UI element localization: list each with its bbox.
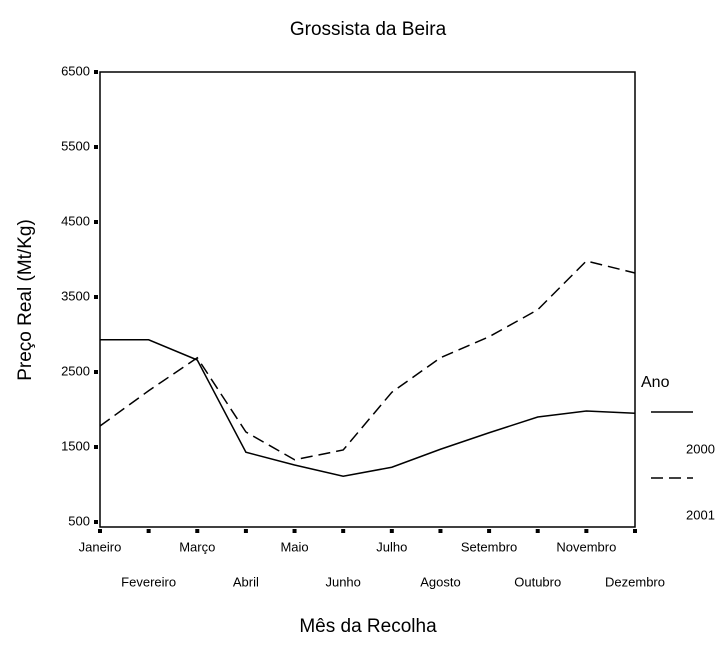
x-tick-label: Março xyxy=(179,539,215,554)
y-axis-label: Preço Real (Mt/Kg) xyxy=(15,219,36,381)
x-tick-mark xyxy=(633,529,637,533)
y-tick-mark xyxy=(94,445,98,449)
y-tick-mark xyxy=(94,220,98,224)
y-tick-label: 1500 xyxy=(61,438,90,453)
x-tick-mark xyxy=(146,529,151,533)
y-tick-label: 5500 xyxy=(61,138,90,153)
x-tick-label: Julho xyxy=(376,539,407,554)
y-tick-mark xyxy=(94,370,98,374)
data-line xyxy=(99,260,636,461)
y-tick-mark xyxy=(94,145,98,149)
y-tick-label: 6500 xyxy=(61,63,90,78)
x-tick-mark xyxy=(243,529,248,533)
x-tick-mark xyxy=(487,529,492,533)
x-tick-label: Outubro xyxy=(514,574,561,589)
y-tick-label: 500 xyxy=(68,513,90,528)
x-tick-label: Fevereiro xyxy=(121,574,176,589)
x-tick-label: Dezembro xyxy=(605,574,665,589)
x-tick-label: Abril xyxy=(233,574,259,589)
y-tick-label: 4500 xyxy=(61,213,90,228)
y-tick-label: 3500 xyxy=(61,288,90,303)
x-tick-mark xyxy=(584,529,589,533)
x-tick-mark xyxy=(341,529,346,533)
y-tick-mark xyxy=(94,295,98,299)
x-tick-label: Novembro xyxy=(556,539,616,554)
x-tick-label: Setembro xyxy=(461,539,517,554)
x-tick-mark xyxy=(389,529,394,533)
data-line xyxy=(100,339,636,478)
x-tick-label: Janeiro xyxy=(79,539,122,554)
legend-title: Ano xyxy=(641,374,670,391)
y-tick-label: 2500 xyxy=(61,363,90,378)
x-tick-mark xyxy=(195,529,200,533)
legend-label: 2000 xyxy=(686,441,715,456)
chart-title: Grossista da Beira xyxy=(290,19,447,40)
x-tick-mark xyxy=(535,529,540,533)
legend-label: 2001 xyxy=(686,507,715,522)
plot-frame xyxy=(99,71,636,528)
x-tick-mark xyxy=(98,529,102,533)
x-axis-label: Mês da Recolha xyxy=(299,616,437,637)
x-tick-mark xyxy=(292,529,297,533)
y-tick-mark xyxy=(94,520,98,524)
x-tick-mark xyxy=(438,529,443,533)
x-tick-label: Agosto xyxy=(420,574,460,589)
y-tick-mark xyxy=(94,70,98,74)
x-tick-label: Junho xyxy=(325,574,360,589)
x-tick-label: Maio xyxy=(280,539,308,554)
